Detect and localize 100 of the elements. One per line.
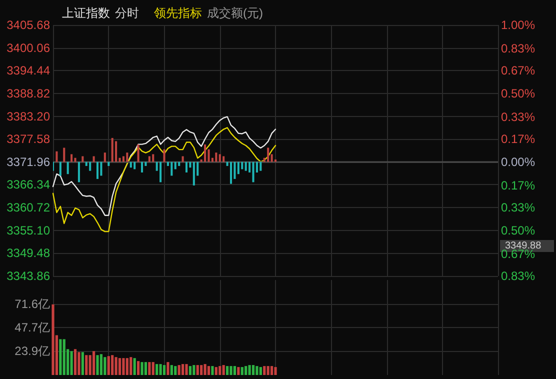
bar bbox=[78, 162, 80, 182]
y2-tick-label: 0.83% bbox=[501, 269, 536, 283]
y-tick-label: 3400.06 bbox=[6, 40, 50, 55]
bar bbox=[248, 365, 251, 375]
line-series bbox=[52, 127, 276, 232]
y2-tick-label: 0.17% bbox=[501, 178, 536, 192]
bar bbox=[130, 357, 132, 375]
y-tick-label: 3383.20 bbox=[6, 109, 50, 124]
y-tick-label: 3405.68 bbox=[6, 18, 50, 32]
bar bbox=[222, 156, 225, 162]
y2-tick-label: 0.67% bbox=[501, 247, 536, 262]
bar bbox=[160, 162, 162, 182]
bar bbox=[59, 162, 62, 176]
bar bbox=[240, 367, 244, 375]
y-tick-label: 3371.96 bbox=[6, 154, 50, 169]
bar bbox=[244, 366, 248, 375]
bar bbox=[181, 364, 184, 375]
bar bbox=[137, 144, 140, 162]
y-tick-label: 3366.34 bbox=[6, 178, 50, 192]
bar bbox=[204, 144, 206, 162]
bar bbox=[259, 367, 262, 375]
bar bbox=[114, 357, 118, 375]
bar bbox=[85, 355, 88, 375]
bar bbox=[92, 156, 95, 162]
bar bbox=[270, 154, 273, 162]
bar bbox=[256, 366, 258, 375]
bar bbox=[88, 355, 92, 375]
bar bbox=[74, 158, 76, 162]
y-tick-label: 23.9亿 bbox=[14, 344, 50, 358]
bar bbox=[270, 366, 274, 375]
y2-tick-label: 0.17% bbox=[501, 132, 536, 146]
y-tick-label: 3360.72 bbox=[6, 200, 50, 215]
bar bbox=[207, 366, 210, 375]
bar bbox=[63, 148, 66, 162]
bar bbox=[237, 162, 240, 174]
bar bbox=[196, 365, 199, 375]
bar bbox=[266, 366, 270, 375]
y-tick-label: 3388.82 bbox=[6, 86, 50, 100]
text: 领先指标 bbox=[154, 6, 202, 20]
bar bbox=[174, 162, 176, 170]
bar bbox=[92, 351, 96, 375]
bar bbox=[252, 365, 255, 375]
bar bbox=[70, 351, 73, 375]
bar bbox=[230, 366, 232, 375]
bar bbox=[226, 366, 229, 375]
text: 成交额(元) bbox=[207, 6, 263, 20]
y2-tick-label: 0.50% bbox=[501, 224, 536, 238]
y2-tick-label: 0.33% bbox=[501, 110, 536, 124]
bar bbox=[215, 152, 218, 162]
bar bbox=[185, 162, 188, 172]
bar bbox=[56, 151, 58, 162]
bar bbox=[62, 339, 66, 375]
bar bbox=[274, 367, 277, 375]
bar bbox=[144, 362, 148, 375]
y-tick-label: 3349.48 bbox=[6, 246, 50, 260]
bar bbox=[204, 364, 206, 375]
line-series bbox=[52, 116, 276, 216]
y-tick-label: 3394.44 bbox=[6, 64, 50, 78]
bar bbox=[170, 162, 173, 176]
bar bbox=[263, 366, 266, 375]
bar bbox=[118, 358, 122, 375]
bar bbox=[218, 366, 222, 375]
bar bbox=[233, 366, 236, 375]
bar bbox=[111, 355, 114, 375]
bar bbox=[244, 162, 247, 171]
y2-tick-label: 0.50% bbox=[501, 86, 536, 101]
y2-tick-label: 0.00% bbox=[501, 155, 536, 170]
bar bbox=[163, 149, 166, 162]
bar bbox=[252, 162, 254, 182]
bar bbox=[222, 365, 225, 375]
bar bbox=[96, 355, 99, 375]
bar bbox=[82, 156, 84, 162]
y-tick-label: 3377.58 bbox=[6, 132, 50, 146]
bar bbox=[74, 349, 77, 375]
bar bbox=[211, 366, 214, 375]
bar bbox=[52, 304, 54, 375]
bar bbox=[96, 162, 99, 179]
y-tick-label: 3343.86 bbox=[6, 269, 50, 283]
bar bbox=[78, 352, 80, 375]
bar bbox=[104, 357, 106, 375]
bar bbox=[126, 152, 128, 162]
y-tick-label: 3355.10 bbox=[6, 223, 50, 238]
bar bbox=[182, 156, 184, 162]
bar bbox=[200, 365, 203, 375]
bar bbox=[214, 367, 218, 375]
bar bbox=[185, 364, 188, 375]
bar bbox=[178, 162, 180, 166]
bar bbox=[126, 358, 128, 375]
bar bbox=[108, 162, 110, 166]
bar bbox=[156, 364, 158, 375]
bar bbox=[178, 365, 180, 375]
bar bbox=[104, 152, 106, 162]
bar bbox=[122, 358, 125, 375]
bar bbox=[140, 162, 144, 172]
bar bbox=[100, 162, 102, 176]
bar bbox=[192, 162, 195, 186]
bar bbox=[230, 162, 232, 184]
y-tick-label: 71.6亿 bbox=[14, 296, 50, 311]
text: 分时 bbox=[115, 6, 139, 20]
bar bbox=[162, 365, 166, 375]
